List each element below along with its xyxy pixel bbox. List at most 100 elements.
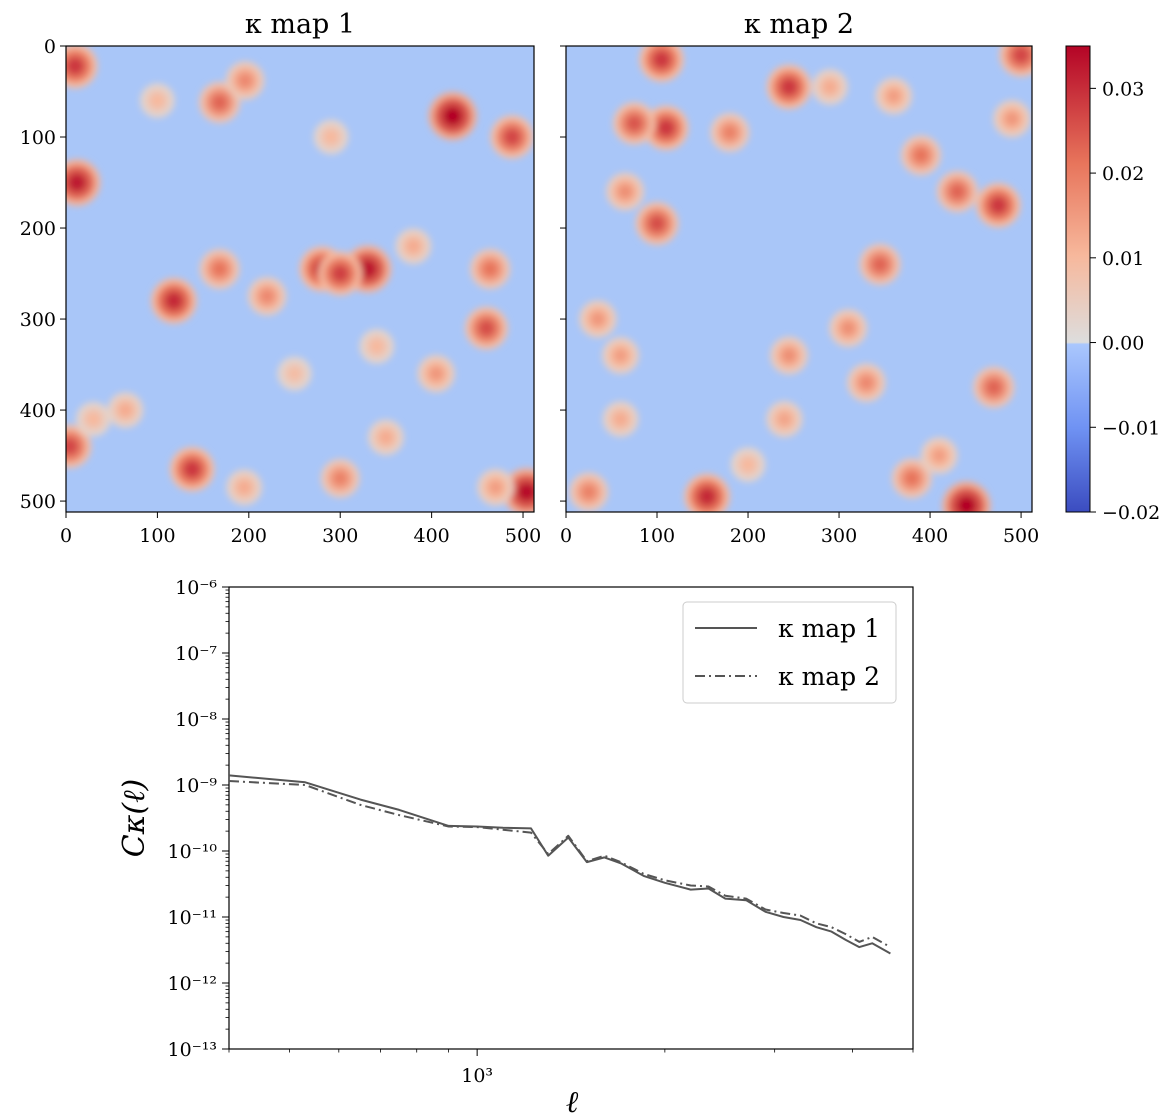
- hotspot-core: [151, 94, 164, 107]
- heatmap-2-title: κ map 2: [744, 9, 854, 40]
- colorbar: −0.02 −0.01 0.00 0.01 0.02 0.03: [1065, 45, 1160, 524]
- y-tick-label: 10⁻¹³: [168, 1039, 217, 1061]
- hotspot-core: [904, 470, 920, 487]
- hotspot-core: [777, 412, 792, 426]
- y-tick-label: 500: [20, 491, 56, 513]
- hotspot-core: [331, 264, 349, 283]
- hotspot-core: [956, 495, 977, 512]
- hotspot-core: [67, 173, 87, 192]
- hotspot-core: [913, 147, 929, 163]
- hotspot-core: [657, 119, 675, 137]
- hotspot-core: [625, 115, 643, 132]
- x-tick-label: 200: [730, 525, 766, 547]
- hotspot-core: [886, 89, 901, 103]
- hotspot-core: [259, 289, 275, 304]
- hotspot-core: [324, 130, 338, 144]
- heatmap-1-title: κ map 1: [245, 9, 355, 40]
- x-tick-label: 100: [639, 525, 675, 547]
- hotspot-core: [237, 480, 251, 494]
- hotspot-core: [872, 256, 888, 273]
- x-tick-label: 300: [821, 525, 857, 547]
- colorbar-tick-label: 0.03: [1102, 78, 1144, 100]
- hotspot-core: [1005, 111, 1019, 126]
- hotspot-core: [859, 375, 874, 391]
- y-tick-label: 0: [44, 36, 56, 58]
- hotspot-core: [590, 312, 605, 327]
- x-tick-label: 100: [139, 525, 175, 547]
- heatmap-2: κ map 2 0 100 200 300 400 500: [560, 9, 1039, 547]
- hotspot-core: [66, 437, 79, 456]
- y-tick-label: 10⁻⁹: [175, 775, 217, 797]
- hotspot-core: [332, 470, 348, 486]
- hotspot-core: [429, 366, 444, 381]
- power-spectrum-chart: 10⁻¹³10⁻¹²10⁻¹¹10⁻¹⁰10⁻⁹10⁻⁸10⁻⁷10⁻⁶10³ …: [117, 577, 914, 1120]
- hotspot-core: [478, 319, 495, 337]
- x-tick-label: 400: [912, 525, 948, 547]
- hotspot-core: [841, 321, 856, 336]
- colorbar-gradient: [1065, 45, 1091, 513]
- colorbar-tick-label: −0.01: [1102, 417, 1160, 439]
- hotspot-core: [482, 261, 498, 277]
- series-line-2: [228, 780, 891, 948]
- hotspot-core: [985, 379, 1002, 396]
- legend: κ map 1 κ map 2: [682, 601, 897, 704]
- legend-label-series-2: κ map 2: [778, 662, 880, 691]
- hotspot-core: [613, 348, 628, 363]
- hotspot-core: [618, 184, 633, 199]
- x-tick-label: 500: [505, 525, 541, 547]
- hotspot-core: [164, 291, 184, 311]
- heatmap-1-frame: [65, 45, 535, 513]
- hotspot-core: [989, 196, 1008, 215]
- x-tick-label: 500: [1003, 525, 1039, 547]
- hotspot-core: [406, 239, 420, 253]
- hotspot-core: [614, 412, 628, 426]
- hotspot-core: [358, 259, 378, 279]
- hotspot-core: [722, 125, 738, 140]
- hotspot-core: [379, 430, 393, 444]
- hotspot-core: [648, 215, 666, 232]
- hotspot-core: [66, 57, 85, 75]
- x-tick-label: 200: [231, 525, 267, 547]
- hotspot-core: [237, 73, 253, 88]
- colorbar-tick-label: 0.02: [1102, 163, 1144, 185]
- hotspot-core: [652, 50, 671, 69]
- y-axis-label: Cκ(ℓ): [117, 779, 152, 858]
- colorbar-tick-label: 0.00: [1102, 333, 1144, 355]
- x-tick-label: 300: [322, 525, 358, 547]
- x-tick-label: 0: [560, 525, 572, 547]
- hotspot-core: [741, 458, 755, 471]
- hotspot-core: [932, 448, 946, 463]
- y-tick-label: 300: [20, 309, 56, 331]
- y-tick-label: 400: [20, 400, 56, 422]
- hotspot-core: [697, 487, 717, 506]
- y-tick-label: 100: [20, 127, 56, 149]
- hotspot-core: [780, 78, 798, 96]
- hotspot-core: [118, 403, 132, 417]
- y-tick-label: 10⁻⁶: [175, 577, 217, 599]
- x-tick-label: 10³: [461, 1065, 493, 1087]
- hotspot-core: [516, 482, 534, 502]
- x-axis-label: ℓ: [566, 1085, 579, 1120]
- colorbar-tick-label: −0.02: [1102, 502, 1160, 524]
- hotspot-core: [503, 128, 521, 146]
- hotspot-core: [211, 94, 228, 111]
- colorbar-tick-label: 0.01: [1102, 248, 1144, 270]
- y-tick-label: 10⁻¹¹: [168, 907, 217, 929]
- hotspot-core: [288, 367, 301, 380]
- hotspot-core: [370, 340, 384, 353]
- hotspot-core: [823, 80, 837, 94]
- y-tick-label: 10⁻⁸: [175, 709, 217, 731]
- y-tick-label: 200: [20, 218, 56, 240]
- hotspot-core: [949, 183, 966, 200]
- hotspot-core: [442, 106, 463, 126]
- y-tick-label: 10⁻¹²: [168, 973, 217, 995]
- hotspot-core: [211, 261, 228, 277]
- y-tick-label: 10⁻¹⁰: [168, 841, 218, 863]
- hotspot-core: [183, 460, 202, 479]
- heatmap-2-frame: [565, 45, 1033, 513]
- hotspot-core: [488, 480, 503, 495]
- y-tick-label: 10⁻⁷: [175, 643, 217, 665]
- hotspot-core: [781, 348, 797, 363]
